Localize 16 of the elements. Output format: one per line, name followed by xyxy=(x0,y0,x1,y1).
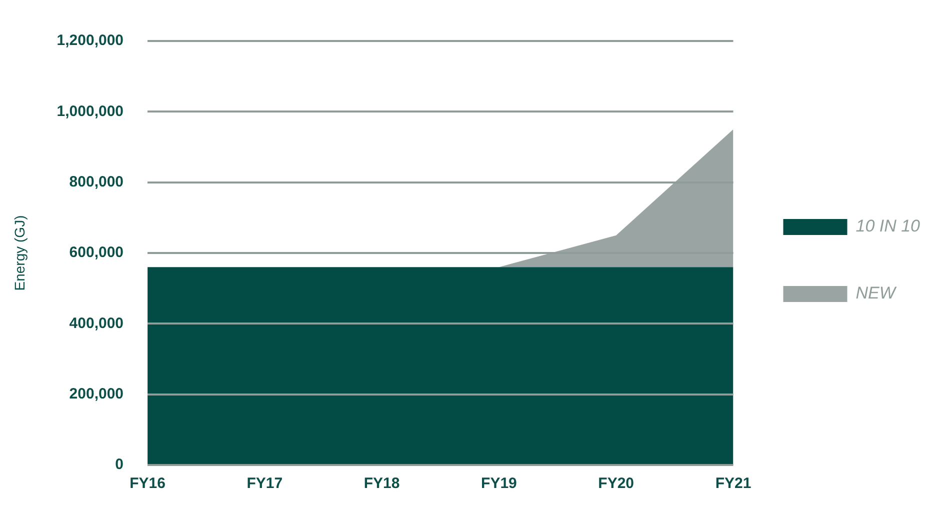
x-tick-label: FY21 xyxy=(715,475,752,492)
y-tick-label: 600,000 xyxy=(69,244,124,262)
x-tick-label: FY19 xyxy=(481,475,517,492)
legend-label: NEW xyxy=(856,284,898,303)
x-tick-label: FY16 xyxy=(130,475,166,492)
y-tick-label: 0 xyxy=(115,456,124,474)
x-tick-label: FY18 xyxy=(364,475,400,492)
y-tick-label: 400,000 xyxy=(69,314,124,332)
x-tick-label: FY17 xyxy=(246,475,283,492)
y-tick-label: 800,000 xyxy=(69,173,124,190)
x-tick-label: FY20 xyxy=(598,475,634,492)
y-tick-label: 1,000,000 xyxy=(56,102,124,120)
legend-label: 10 IN 10 xyxy=(856,216,921,236)
y-tick-label: 200,000 xyxy=(69,385,124,402)
y-axis-title: Energy (GJ) xyxy=(11,215,28,291)
y-tick-label: 1,200,000 xyxy=(56,32,124,50)
